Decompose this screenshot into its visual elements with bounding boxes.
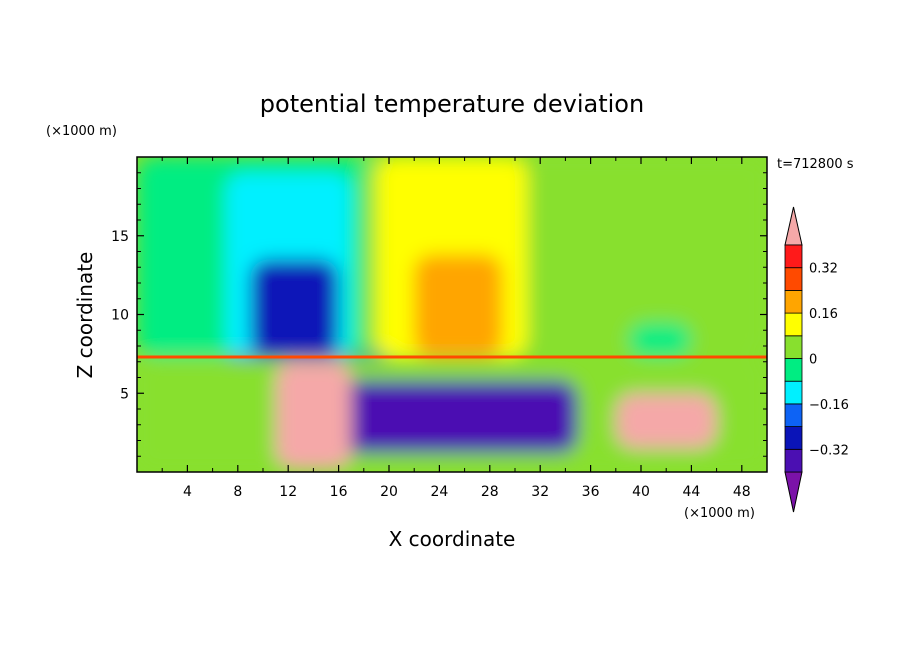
colorbar-label: −0.16	[809, 398, 849, 413]
colorbar-label: 0.16	[809, 307, 838, 322]
colorbar-label: 0	[809, 353, 817, 368]
plot-field	[137, 157, 767, 472]
colorbar-band	[784, 358, 803, 382]
chart-title: potential temperature deviation	[260, 90, 644, 118]
x-axis-label: X coordinate	[389, 527, 516, 551]
x-tick-label: 36	[582, 484, 600, 500]
x-tick-label: 48	[733, 484, 751, 500]
colorbar-label: −0.32	[809, 443, 849, 458]
colorbar-band	[784, 244, 803, 269]
y-tick-label: 5	[120, 386, 129, 402]
field-region	[250, 259, 339, 358]
field-region	[628, 322, 692, 358]
x-unit-label: (×1000 m)	[684, 506, 755, 521]
colorbar-label: 0.32	[809, 262, 838, 277]
y-tick-label: 10	[111, 308, 129, 324]
x-tick-label: 28	[481, 484, 499, 500]
x-tick-label: 20	[380, 484, 398, 500]
colorbar-lower-extension	[784, 471, 803, 513]
y-axis-label: Z coordinate	[73, 252, 97, 379]
colorbar-upper-extension	[784, 206, 803, 246]
x-tick-label: 8	[233, 484, 242, 500]
colorbar: −0.32 −0.16 0 0.16 0.32	[784, 206, 849, 513]
colorbar-band	[784, 380, 803, 405]
y-tick-label: 15	[111, 229, 129, 245]
field-region	[338, 380, 578, 454]
y-unit-label: (×1000 m)	[46, 124, 117, 139]
x-tick-label: 12	[279, 484, 297, 500]
field-region	[615, 393, 717, 449]
x-tick-label: 16	[330, 484, 348, 500]
colorbar-band	[784, 335, 803, 359]
colorbar-band	[784, 267, 803, 291]
colorbar-band	[784, 448, 803, 473]
x-tick-label: 24	[430, 484, 448, 500]
colorbar-band	[784, 426, 803, 450]
colorbar-band	[784, 289, 803, 314]
field-region	[275, 361, 352, 469]
x-tick-label: 44	[682, 484, 700, 500]
field-region	[414, 254, 503, 358]
x-tick-label: 4	[183, 484, 192, 500]
x-tick-label: 32	[531, 484, 549, 500]
colorbar-band	[784, 403, 803, 427]
colorbar-band	[784, 312, 803, 337]
time-label: t=712800 s	[777, 157, 854, 172]
x-tick-label: 40	[632, 484, 650, 500]
